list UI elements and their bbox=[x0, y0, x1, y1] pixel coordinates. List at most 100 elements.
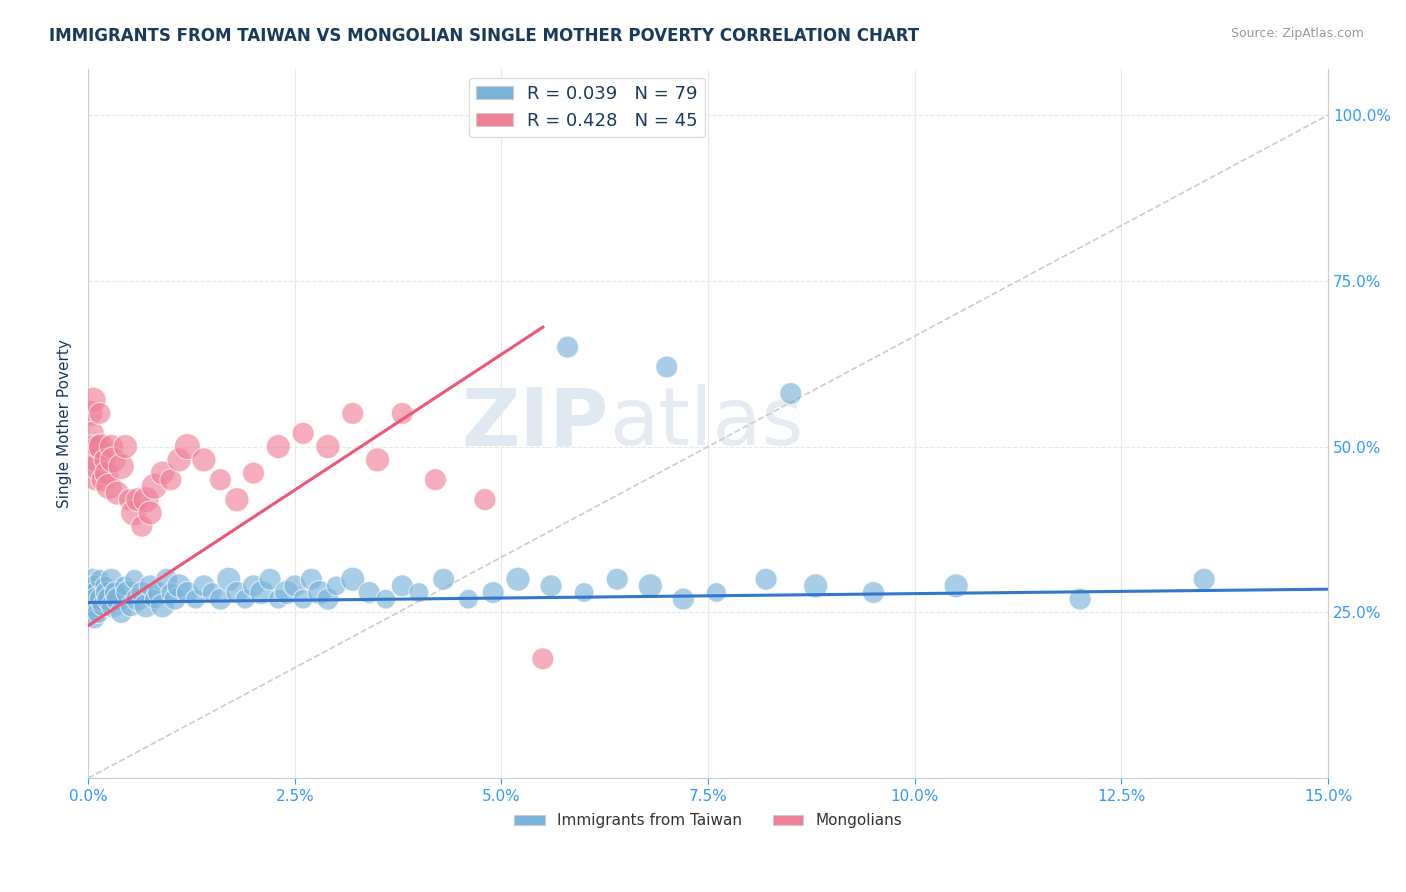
Point bbox=[531, 652, 554, 666]
Point bbox=[176, 440, 198, 454]
Point bbox=[84, 453, 107, 467]
Point bbox=[86, 459, 108, 474]
Point bbox=[482, 585, 505, 599]
Point bbox=[276, 585, 298, 599]
Point bbox=[110, 606, 132, 620]
Point bbox=[557, 340, 579, 354]
Point bbox=[100, 440, 122, 454]
Point bbox=[316, 440, 339, 454]
Point bbox=[96, 466, 118, 480]
Point bbox=[242, 579, 264, 593]
Point bbox=[163, 592, 186, 607]
Point bbox=[342, 406, 364, 420]
Point bbox=[408, 585, 430, 599]
Y-axis label: Single Mother Poverty: Single Mother Poverty bbox=[58, 339, 72, 508]
Point bbox=[945, 579, 967, 593]
Point bbox=[572, 585, 595, 599]
Point bbox=[143, 479, 166, 493]
Point bbox=[82, 572, 104, 586]
Point bbox=[233, 592, 256, 607]
Point bbox=[226, 492, 249, 507]
Point bbox=[114, 579, 136, 593]
Point bbox=[122, 506, 145, 520]
Point bbox=[135, 492, 157, 507]
Point bbox=[131, 519, 153, 533]
Point bbox=[226, 585, 249, 599]
Point bbox=[91, 473, 114, 487]
Point bbox=[89, 406, 111, 420]
Point bbox=[779, 386, 801, 401]
Point bbox=[79, 592, 101, 607]
Point bbox=[110, 459, 132, 474]
Point bbox=[159, 473, 181, 487]
Text: Source: ZipAtlas.com: Source: ZipAtlas.com bbox=[1230, 27, 1364, 40]
Point bbox=[209, 473, 232, 487]
Point bbox=[242, 466, 264, 480]
Point bbox=[474, 492, 496, 507]
Point bbox=[167, 453, 190, 467]
Point bbox=[316, 592, 339, 607]
Point bbox=[127, 592, 149, 607]
Point bbox=[105, 486, 128, 500]
Point bbox=[540, 579, 562, 593]
Point bbox=[79, 585, 101, 599]
Point bbox=[143, 592, 166, 607]
Point bbox=[86, 592, 108, 607]
Point bbox=[82, 599, 104, 613]
Point bbox=[193, 453, 215, 467]
Point bbox=[93, 579, 115, 593]
Point bbox=[167, 579, 190, 593]
Point bbox=[135, 599, 157, 613]
Point bbox=[117, 585, 139, 599]
Point bbox=[120, 599, 142, 613]
Point bbox=[100, 572, 122, 586]
Point bbox=[127, 492, 149, 507]
Point bbox=[755, 572, 778, 586]
Point bbox=[79, 440, 101, 454]
Point bbox=[83, 579, 105, 593]
Point bbox=[284, 579, 307, 593]
Point bbox=[148, 585, 170, 599]
Point bbox=[87, 606, 110, 620]
Point bbox=[79, 406, 101, 420]
Point bbox=[124, 572, 146, 586]
Point bbox=[87, 440, 110, 454]
Point bbox=[96, 585, 118, 599]
Point bbox=[366, 453, 388, 467]
Point bbox=[152, 466, 174, 480]
Point bbox=[139, 506, 162, 520]
Point bbox=[292, 592, 315, 607]
Point bbox=[862, 585, 884, 599]
Point bbox=[640, 579, 662, 593]
Point bbox=[104, 585, 127, 599]
Point bbox=[84, 585, 107, 599]
Point bbox=[299, 572, 322, 586]
Point bbox=[82, 393, 104, 408]
Point bbox=[176, 585, 198, 599]
Point bbox=[97, 479, 120, 493]
Text: IMMIGRANTS FROM TAIWAN VS MONGOLIAN SINGLE MOTHER POVERTY CORRELATION CHART: IMMIGRANTS FROM TAIWAN VS MONGOLIAN SING… bbox=[49, 27, 920, 45]
Point bbox=[506, 572, 529, 586]
Point bbox=[308, 585, 330, 599]
Point bbox=[118, 492, 141, 507]
Point bbox=[433, 572, 456, 586]
Point bbox=[114, 440, 136, 454]
Text: ZIP: ZIP bbox=[461, 384, 609, 462]
Point bbox=[80, 453, 103, 467]
Point bbox=[90, 592, 112, 607]
Point bbox=[706, 585, 728, 599]
Point bbox=[267, 592, 290, 607]
Point bbox=[804, 579, 827, 593]
Point bbox=[359, 585, 381, 599]
Point bbox=[292, 426, 315, 441]
Point bbox=[91, 599, 114, 613]
Point bbox=[80, 606, 103, 620]
Point bbox=[139, 579, 162, 593]
Point bbox=[152, 599, 174, 613]
Point bbox=[83, 612, 105, 626]
Point bbox=[325, 579, 347, 593]
Point bbox=[342, 572, 364, 586]
Legend: Immigrants from Taiwan, Mongolians: Immigrants from Taiwan, Mongolians bbox=[508, 807, 908, 834]
Point bbox=[156, 572, 179, 586]
Point bbox=[1069, 592, 1091, 607]
